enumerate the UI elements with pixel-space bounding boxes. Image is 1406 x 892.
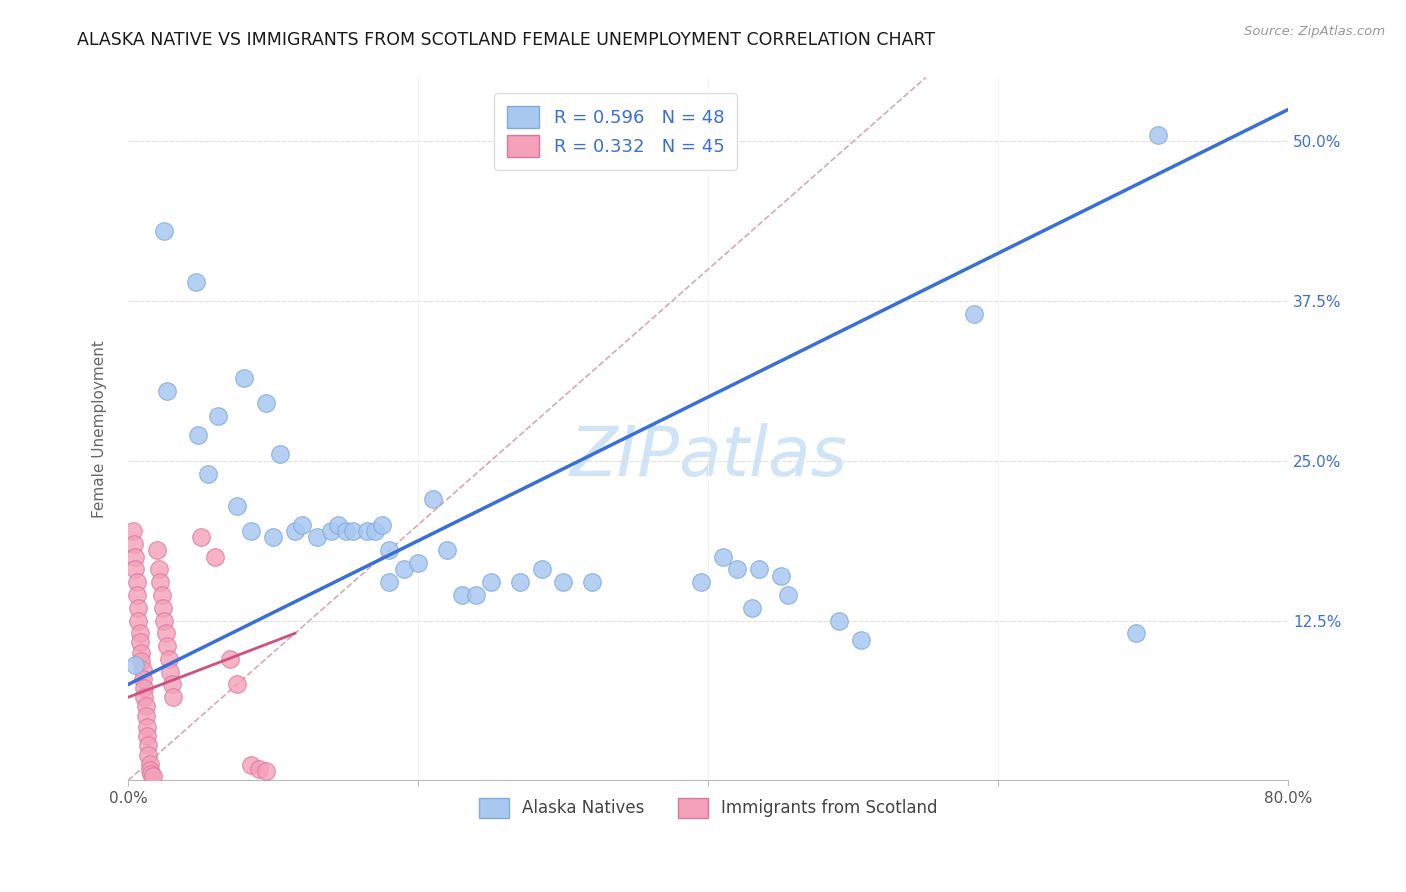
- Point: [254, 396, 277, 410]
- Point: [1147, 128, 1170, 142]
- Point: [124, 562, 146, 576]
- Point: [378, 543, 401, 558]
- Point: [247, 762, 270, 776]
- Point: [124, 658, 146, 673]
- Point: [342, 524, 364, 538]
- Point: [226, 499, 249, 513]
- Point: [136, 729, 159, 743]
- Point: [1125, 626, 1147, 640]
- Point: [139, 763, 162, 777]
- Point: [479, 575, 502, 590]
- Point: [378, 575, 401, 590]
- Point: [963, 307, 986, 321]
- Point: [328, 517, 350, 532]
- Point: [124, 549, 146, 564]
- Point: [131, 673, 153, 687]
- Point: [422, 492, 444, 507]
- Text: Source: ZipAtlas.com: Source: ZipAtlas.com: [1244, 25, 1385, 38]
- Point: [450, 588, 472, 602]
- Point: [121, 524, 143, 538]
- Point: [148, 562, 170, 576]
- Point: [146, 543, 169, 558]
- Point: [465, 588, 488, 602]
- Point: [141, 767, 163, 781]
- Point: [128, 626, 150, 640]
- Point: [254, 764, 277, 779]
- Point: [197, 467, 219, 481]
- Point: [530, 562, 553, 576]
- Point: [131, 664, 153, 678]
- Point: [139, 756, 162, 771]
- Point: [134, 690, 156, 705]
- Point: [725, 562, 748, 576]
- Point: [155, 626, 177, 640]
- Point: [160, 677, 183, 691]
- Point: [186, 275, 208, 289]
- Point: [849, 632, 872, 647]
- Point: [138, 747, 160, 762]
- Text: ALASKA NATIVE VS IMMIGRANTS FROM SCOTLAND FEMALE UNEMPLOYMENT CORRELATION CHART: ALASKA NATIVE VS IMMIGRANTS FROM SCOTLAN…: [77, 31, 935, 49]
- Point: [135, 709, 157, 723]
- Point: [335, 524, 357, 538]
- Point: [778, 588, 800, 602]
- Point: [128, 635, 150, 649]
- Point: [284, 524, 307, 538]
- Point: [240, 758, 263, 772]
- Point: [153, 614, 176, 628]
- Point: [233, 370, 256, 384]
- Point: [262, 531, 284, 545]
- Point: [125, 575, 148, 590]
- Point: [207, 409, 229, 423]
- Point: [156, 384, 179, 398]
- Point: [436, 543, 458, 558]
- Point: [135, 699, 157, 714]
- Point: [321, 524, 343, 538]
- Point: [157, 652, 180, 666]
- Point: [138, 738, 160, 752]
- Point: [356, 524, 378, 538]
- Point: [226, 677, 249, 691]
- Point: [162, 690, 184, 705]
- Point: [240, 524, 263, 538]
- Point: [769, 569, 792, 583]
- Point: [392, 562, 415, 576]
- Point: [204, 549, 226, 564]
- Point: [690, 575, 713, 590]
- Point: [828, 614, 851, 628]
- Point: [150, 588, 173, 602]
- Point: [364, 524, 387, 538]
- Point: [748, 562, 770, 576]
- Text: ZIPatlas: ZIPatlas: [569, 424, 848, 491]
- Point: [406, 556, 429, 570]
- Point: [741, 600, 763, 615]
- Point: [218, 652, 240, 666]
- Point: [509, 575, 531, 590]
- Point: [291, 517, 314, 532]
- Point: [711, 549, 734, 564]
- Point: [127, 600, 149, 615]
- Point: [136, 720, 159, 734]
- Point: [159, 665, 181, 679]
- Point: [149, 575, 172, 590]
- Point: [127, 614, 149, 628]
- Point: [190, 531, 212, 545]
- Y-axis label: Female Unemployment: Female Unemployment: [93, 340, 107, 518]
- Point: [129, 646, 152, 660]
- Point: [269, 447, 291, 461]
- Point: [153, 224, 176, 238]
- Point: [122, 537, 145, 551]
- Point: [305, 531, 328, 545]
- Point: [553, 575, 575, 590]
- Point: [156, 639, 179, 653]
- Point: [187, 428, 209, 442]
- Point: [129, 655, 152, 669]
- Point: [581, 575, 603, 590]
- Legend: Alaska Natives, Immigrants from Scotland: Alaska Natives, Immigrants from Scotland: [472, 791, 945, 825]
- Point: [142, 769, 165, 783]
- Point: [371, 517, 394, 532]
- Point: [134, 681, 156, 696]
- Point: [125, 588, 148, 602]
- Point: [152, 600, 174, 615]
